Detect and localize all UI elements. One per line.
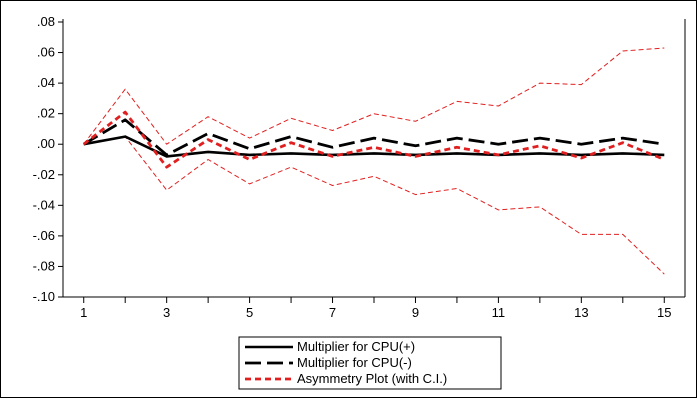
series-line-2 [82,118,665,157]
y-tick-label: -.02 [33,167,55,182]
x-tick-label: 15 [657,305,671,320]
y-tick-label: -.10 [33,289,55,304]
legend-label: Asymmetry Plot (with C.I.) [297,371,447,386]
y-tick-label: .04 [37,75,55,90]
series-line-3 [82,110,665,169]
legend-label: Multiplier for CPU(-) [297,355,412,370]
y-tick-label: .08 [37,14,55,29]
axes: .08.06.04.02.00-.02-.04-.06-.08-.101 3 5 7 9… [33,14,686,320]
x-tick-label: 11 [492,305,506,320]
x-tick-label: 7 [329,305,336,320]
y-tick-label: -.08 [33,258,55,273]
x-tick-label: 3 [163,305,170,320]
x-tick-label: 9 [412,305,419,320]
x-tick-label: 1 [80,305,87,320]
legend-label: Multiplier for CPU(+) [297,339,415,354]
y-tick-label: -.04 [33,197,55,212]
y-tick-label: .02 [37,106,55,121]
x-tick-label: 13 [574,305,588,320]
y-tick-label: .00 [37,136,55,151]
x-tick-label: 5 [246,305,253,320]
y-tick-label: -.06 [33,228,55,243]
series-line-4 [83,47,665,145]
series-group [82,47,665,275]
y-tick-label: .06 [37,45,55,60]
legend: Multiplier for CPU(+)Multiplier for CPU(… [238,336,502,390]
series-line-1 [83,135,665,158]
